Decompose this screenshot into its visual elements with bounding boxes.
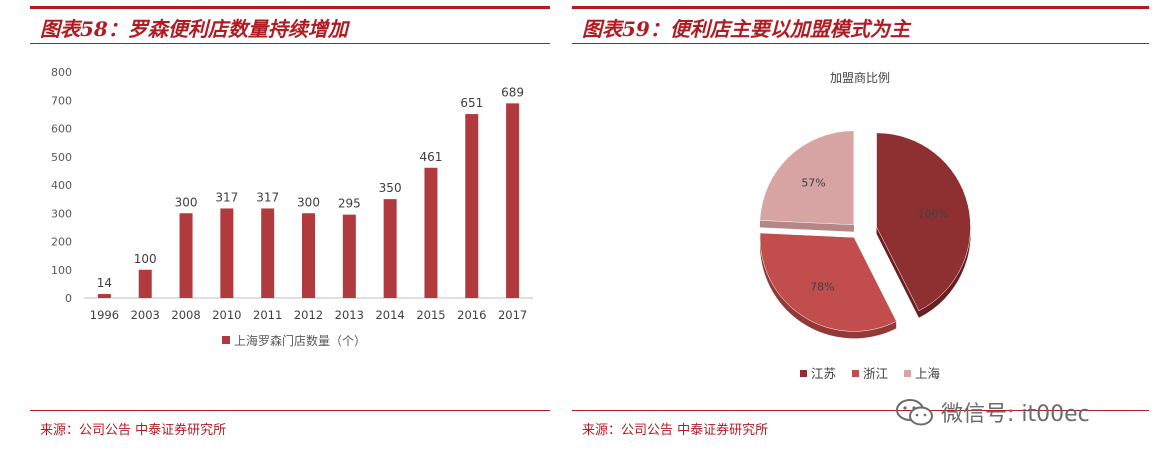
legend-swatch: [222, 336, 230, 344]
y-tick-label: 500: [51, 151, 72, 164]
chart-legend: 上海罗森门店数量（个）: [222, 333, 366, 348]
y-tick-label: 300: [51, 207, 72, 220]
bar: [138, 269, 152, 298]
bar: [342, 214, 356, 298]
bar-value-label: 295: [338, 197, 361, 211]
bar: [302, 213, 315, 298]
bar-chart: 0 100 200 300 400 500 600 700 800 14 1996 100 2003 30…: [51, 66, 533, 348]
bar: [424, 167, 438, 298]
y-tick-label: 0: [65, 292, 72, 305]
bar-value-label: 651: [460, 96, 483, 110]
top-accent-bar: [572, 6, 1149, 9]
y-tick-label: 100: [51, 264, 72, 277]
pie-slice-label: 100%: [918, 207, 949, 220]
y-tick-label: 600: [51, 123, 72, 136]
pie-slice-label: 57%: [801, 177, 825, 190]
pie-title: 加盟商比例: [830, 70, 890, 85]
x-tick-label: 2011: [253, 308, 282, 322]
footer-divider: [572, 410, 1149, 411]
x-tick-label: 2010: [212, 308, 241, 322]
pie-slice: [759, 232, 897, 332]
x-tick-label: 2003: [131, 308, 160, 322]
x-tick-label: 2008: [171, 308, 200, 322]
bar: [383, 199, 397, 298]
y-tick-label: 400: [51, 179, 72, 192]
pie-chart: 加盟商比例 100% 78% 57% 江苏 浙江 上海: [759, 70, 971, 381]
y-tick-label: 200: [51, 236, 72, 249]
bar-value-label: 461: [420, 150, 443, 164]
bar: [179, 213, 193, 298]
title-divider: [30, 43, 550, 44]
bar: [506, 103, 520, 298]
top-accent-bar: [30, 6, 550, 9]
legend-label: 上海: [915, 366, 941, 381]
wechat-watermark: 微信号: it00ec: [895, 393, 1090, 431]
bar-value-label: 317: [256, 190, 279, 204]
wechat-icon: [896, 399, 933, 426]
figure-59-title: 图表59：便利店主要以加盟模式为主: [582, 17, 910, 41]
legend-label: 上海罗森门店数量（个）: [234, 333, 366, 348]
x-tick-label: 2016: [457, 308, 486, 322]
figure-58-title: 图表58：罗森便利店数量持续增加: [40, 17, 348, 41]
bar-value-label: 350: [379, 181, 402, 195]
bar: [465, 114, 479, 298]
x-tick-label: 2015: [416, 308, 445, 322]
x-tick-label: 2012: [294, 308, 323, 322]
title-divider: [572, 43, 1149, 44]
legend-swatch: [800, 370, 807, 377]
legend-swatch: [904, 370, 911, 377]
x-tick-label: 2017: [498, 308, 527, 322]
pie-slice-label: 78%: [810, 280, 834, 293]
x-tick-label: 2014: [375, 308, 404, 322]
bar-value-label: 300: [297, 195, 320, 209]
legend-swatch: [852, 370, 859, 377]
left-figure-panel: 图表58：罗森便利店数量持续增加 0 100 200 300 400 500 600 700 8…: [30, 0, 550, 464]
watermark-text: 微信号: it00ec: [941, 402, 1090, 427]
bar-value-label: 317: [215, 190, 238, 204]
figure-59-source: 来源：公司公告 中泰证券研究所: [582, 423, 769, 438]
bar: [220, 208, 234, 298]
y-tick-label: 800: [51, 66, 72, 79]
bar: [97, 294, 111, 298]
y-tick-label: 700: [51, 94, 72, 107]
x-tick-label: 2013: [335, 308, 364, 322]
bar: [261, 208, 275, 298]
footer-divider: [30, 410, 550, 411]
x-tick-label: 1996: [90, 308, 119, 322]
bar-value-label: 300: [175, 195, 198, 209]
right-figure-panel: 图表59：便利店主要以加盟模式为主 加盟商比例 100% 78% 57% 江苏 浙江 上海 …: [572, 0, 1149, 464]
pie-legend: 江苏 浙江 上海: [800, 366, 941, 381]
pie-slice: [876, 132, 971, 312]
bar-value-label: 689: [501, 85, 524, 99]
legend-label: 江苏: [811, 366, 836, 381]
pie-slice: [759, 130, 855, 226]
figure-58-source: 来源：公司公告 中泰证券研究所: [40, 423, 227, 438]
bar-value-label: 100: [134, 252, 157, 266]
legend-label: 浙江: [863, 366, 888, 381]
bar-value-label: 14: [97, 276, 112, 290]
